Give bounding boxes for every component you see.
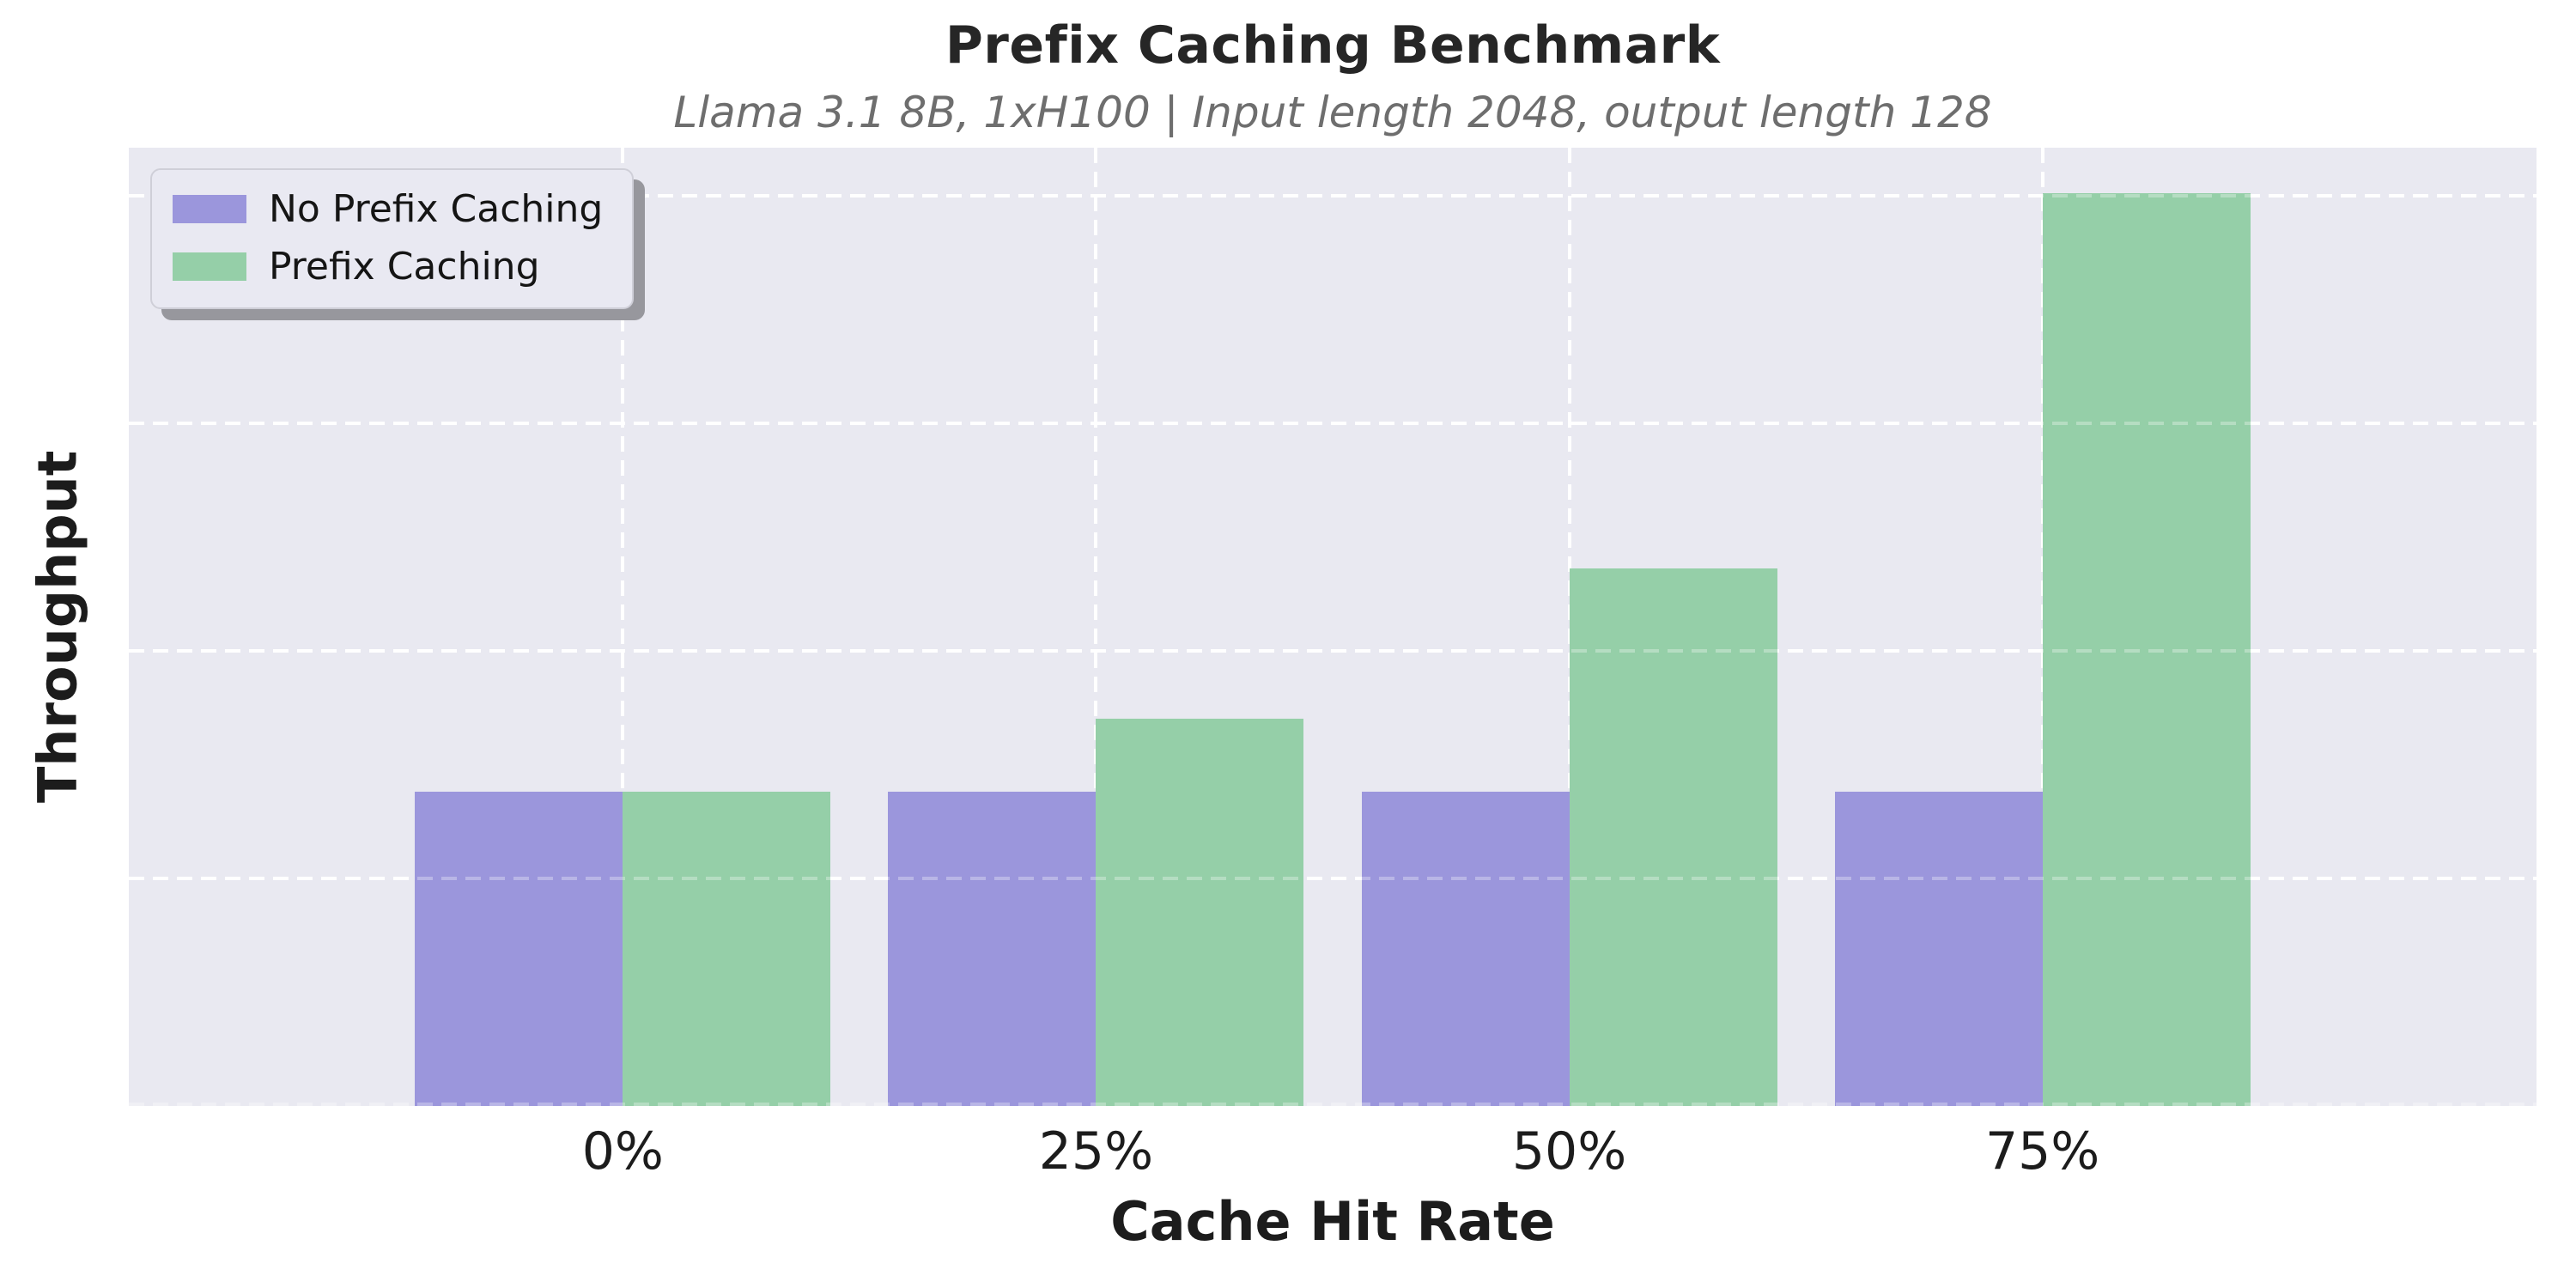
horizontal-gridline [129,421,2537,425]
legend-label-prefix-caching: Prefix Caching [269,245,540,289]
legend: No Prefix Caching Prefix Caching [150,168,635,309]
bar-prefix-caching-0- [623,792,831,1106]
horizontal-gridline [129,876,2537,880]
horizontal-gridline-overlay [129,193,2537,197]
prefix-caching-swatch [173,252,246,281]
bar-prefix-caching-50- [1569,568,1777,1106]
bar-no-prefix-caching-25- [888,792,1097,1106]
legend-item-prefix-caching: Prefix Caching [173,245,603,289]
chart-subtitle: Llama 3.1 8B, 1xH100 | Input length 2048… [673,88,1992,137]
legend-label-no-prefix-caching: No Prefix Caching [269,187,604,231]
gridlines-overlay-layer [129,148,2537,1106]
x-tick-labels: 0% 25% 50% 75% [129,1121,2537,1190]
x-tick-label-0-: 0% [581,1121,664,1182]
horizontal-gridline [129,648,2537,653]
x-tick-label-50-: 50% [1511,1121,1627,1182]
horizontal-gridline [129,193,2537,197]
bar-no-prefix-caching-0- [415,792,623,1106]
x-tick-label-75-: 75% [1984,1121,2100,1182]
bars-layer [129,148,2537,1106]
horizontal-gridline-overlay [129,421,2537,425]
y-axis-label: Throughput [26,450,89,804]
vertical-gridline [1094,148,1098,1106]
bar-prefix-caching-25- [1096,719,1304,1106]
horizontal-gridline-overlay [129,876,2537,880]
bar-no-prefix-caching-75- [1834,792,2043,1106]
legend-item-no-prefix-caching: No Prefix Caching [173,187,603,231]
x-tick-label-25-: 25% [1038,1121,1154,1182]
vertical-gridline [621,148,625,1106]
bar-prefix-caching-75- [2042,193,2251,1106]
plot-area: No Prefix Caching Prefix Caching [129,148,2537,1106]
chart-title: Prefix Caching Benchmark [945,15,1721,76]
baseline-gridline-overlay [129,1103,2537,1106]
no-prefix-caching-swatch [173,195,246,223]
bar-no-prefix-caching-50- [1361,792,1570,1106]
x-axis-label: Cache Hit Rate [1110,1190,1555,1253]
horizontal-gridline-overlay [129,648,2537,653]
